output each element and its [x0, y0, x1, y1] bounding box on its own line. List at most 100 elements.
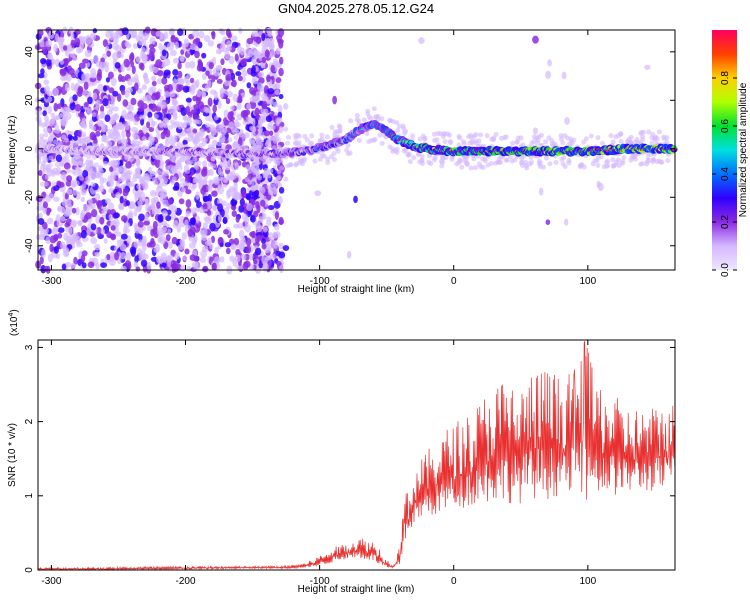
spectrogram-cell — [234, 53, 239, 62]
spectrogram-cell — [217, 198, 223, 206]
spectrogram-cell — [129, 246, 137, 255]
spectrogram-cell — [588, 133, 594, 139]
spectrogram-cell — [162, 220, 167, 226]
spectrogram-cell — [246, 116, 252, 122]
spectrogram-cell — [54, 170, 61, 176]
spectrogram-cell — [200, 227, 208, 237]
spectrogram-cell — [109, 233, 116, 239]
spectrogram-cell — [109, 166, 114, 173]
spectrogram-cell — [86, 108, 93, 115]
spectrogram-cell — [100, 57, 105, 63]
spectrogram-cell — [182, 255, 188, 261]
spectrogram-cell — [40, 68, 45, 75]
spectrogram-cell — [112, 90, 119, 97]
spectrogram-cell — [233, 135, 239, 141]
spectrogram-cell — [172, 112, 178, 118]
spectrogram-cell — [235, 71, 242, 77]
spectrogram-cell — [116, 93, 122, 102]
snr-x-axis-label: Height of straight line (km) — [298, 584, 415, 595]
spectrogram-cell — [226, 90, 233, 98]
spectrogram-cell — [125, 130, 131, 138]
spectrogram-cell — [93, 162, 99, 168]
spectrogram-cell — [276, 174, 282, 180]
spectrogram-cell — [614, 159, 620, 165]
spectrogram-cell — [50, 112, 55, 118]
spectrogram-cell — [229, 110, 234, 117]
spectrogram-cell — [193, 262, 198, 271]
spectrogram-cell — [395, 128, 401, 134]
spectrogram-cell — [123, 221, 131, 229]
spectrogram-cell — [209, 243, 214, 250]
spectrogram-cell — [417, 136, 423, 142]
spectrogram-cell — [528, 154, 534, 160]
spectrogram-cell — [488, 161, 494, 167]
spectrogram-cell — [163, 84, 170, 91]
spectrogram-cell — [138, 213, 145, 222]
spectrogram-cell — [133, 240, 139, 249]
spectrogram-cell — [45, 236, 51, 245]
spectrogram-cell — [70, 221, 77, 229]
spectrogram-cell — [71, 182, 77, 188]
spectrogram-cell — [356, 138, 362, 144]
spectrogram-cell — [223, 178, 229, 184]
spectrogram-cell — [159, 178, 165, 184]
spectrogram-cell — [197, 101, 205, 110]
spectrogram-cell — [123, 138, 129, 144]
spectrogram-cell — [82, 58, 89, 64]
spectrogram-cell — [35, 108, 42, 117]
spectrogram-cell — [208, 134, 215, 140]
spectrogram-cell — [106, 209, 112, 215]
spectrogram-cell — [112, 51, 120, 61]
spectrogram-cell — [113, 212, 120, 219]
spectrogram-cell — [237, 45, 242, 54]
spectrogram-cell — [262, 262, 269, 272]
spectrogram-cell — [329, 125, 335, 131]
spectrogram-cell — [43, 79, 50, 86]
spectrogram-cell — [230, 243, 237, 251]
spectrogram-cell — [600, 140, 606, 146]
spectrogram-cell — [106, 128, 112, 134]
spectrogram-cell — [108, 133, 114, 139]
spectrogram-cell — [547, 59, 552, 67]
spectrogram-cell — [133, 82, 139, 92]
spectrogram-cell — [133, 261, 139, 269]
spectrogram-cell — [106, 140, 113, 147]
spectrogram-cell — [93, 55, 99, 64]
x-tick-label: 0 — [451, 576, 457, 587]
spectrogram-cell — [48, 33, 55, 39]
spectrogram-cell — [81, 36, 87, 43]
spectrogram-cell — [277, 28, 285, 37]
spectrogram-cell — [259, 199, 266, 207]
spectrogram-cell — [199, 257, 207, 263]
spectrogram-cell — [210, 235, 216, 244]
spectrogram-cell — [240, 253, 247, 261]
spectrogram-cell — [172, 260, 178, 269]
spectrogram-cell — [279, 56, 284, 65]
spectrogram-cell — [244, 216, 250, 226]
spectrogram-cell — [163, 91, 171, 98]
spectrogram-cell — [180, 107, 187, 116]
spectrogram-cell — [147, 111, 153, 119]
spectrogram-cell — [118, 177, 124, 183]
spectrogram-cell — [53, 196, 60, 202]
spectrogram-cell — [211, 74, 216, 83]
spectrogram-cell — [105, 197, 111, 204]
spectrogram-cell — [221, 130, 227, 136]
spectrogram-cell — [181, 232, 188, 240]
spectrogram-cell — [111, 106, 119, 112]
spectrogram-cell — [258, 216, 264, 223]
spectrogram-cell — [220, 138, 226, 144]
spectrogram-cell — [140, 179, 146, 185]
spectrogram-cell — [278, 242, 284, 250]
spectrogram-cell — [649, 140, 655, 146]
spectrogram-cell — [49, 235, 57, 244]
spectrogram-cell — [100, 262, 108, 268]
spectrogram-cell — [119, 252, 127, 260]
snr-y-axis-label: SNR (10 * v/v) — [7, 423, 18, 487]
spectrogram-cell — [64, 153, 70, 159]
spectrogram-cell — [272, 138, 278, 144]
spectrogram-cell — [202, 203, 208, 210]
spectrogram-cell — [146, 121, 151, 129]
spectrogram-cell — [125, 260, 131, 268]
spectrogram-cell — [46, 217, 54, 225]
